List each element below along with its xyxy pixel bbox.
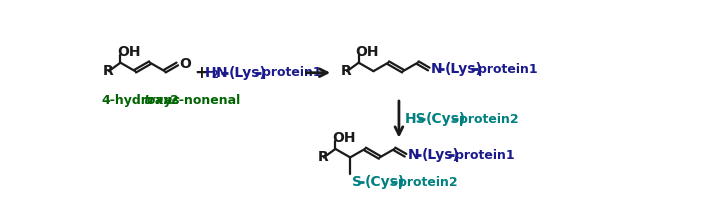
Text: trans: trans	[144, 94, 181, 107]
Text: N: N	[408, 148, 420, 162]
Text: HS: HS	[405, 112, 427, 126]
Text: 4-hydroxy-: 4-hydroxy-	[101, 94, 177, 107]
Text: (Lys): (Lys)	[228, 66, 267, 80]
Text: +: +	[194, 64, 208, 82]
Text: R: R	[318, 150, 328, 164]
Text: protein1: protein1	[455, 149, 515, 162]
Text: protein2: protein2	[459, 113, 518, 126]
Text: R: R	[341, 64, 352, 78]
Text: protein1: protein1	[262, 66, 321, 79]
Text: protein1: protein1	[479, 63, 538, 76]
Text: (Cys): (Cys)	[365, 175, 405, 189]
Text: -2-nonenal: -2-nonenal	[165, 94, 240, 107]
Text: H: H	[205, 66, 217, 80]
Text: N: N	[431, 62, 442, 76]
Text: OH: OH	[333, 131, 356, 145]
Text: O: O	[179, 57, 191, 71]
Text: (Lys): (Lys)	[445, 62, 483, 76]
Text: S: S	[352, 175, 362, 189]
Text: (Lys): (Lys)	[422, 148, 459, 162]
Text: R: R	[103, 64, 113, 78]
Text: OH: OH	[118, 45, 141, 59]
Text: OH: OH	[356, 45, 379, 59]
Text: 2: 2	[211, 70, 218, 80]
Text: (Cys): (Cys)	[425, 112, 466, 126]
Text: N: N	[216, 66, 227, 80]
Text: protein2: protein2	[398, 176, 458, 188]
